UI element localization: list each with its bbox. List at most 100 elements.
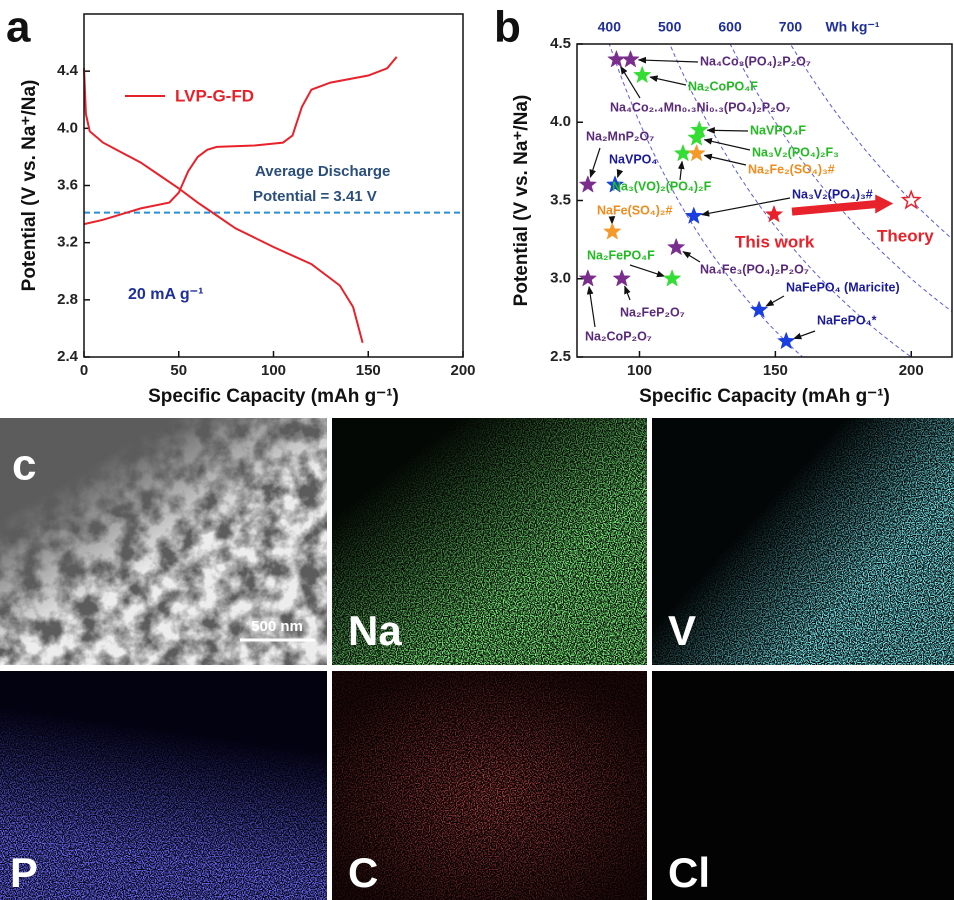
label-arrow xyxy=(637,56,699,64)
x-tick-label: 150 xyxy=(356,362,381,379)
point-label: NaFe(SO₄)₂# xyxy=(597,203,672,217)
y-tick-label: 4.0 xyxy=(57,119,78,136)
data-line xyxy=(83,68,364,343)
label-arrow xyxy=(765,295,785,307)
plot-frame xyxy=(576,43,953,358)
y-axis-title: Potential (V vs. Na⁺/Na) xyxy=(19,80,40,292)
map-label: V xyxy=(668,607,696,654)
label-arrow xyxy=(629,264,666,278)
data-point xyxy=(900,189,922,210)
point-label: NaVPO₄F xyxy=(750,123,806,137)
point-label: Na₂FePO₄F xyxy=(587,248,655,262)
eds-map xyxy=(652,418,954,665)
eds-map xyxy=(332,418,647,665)
y-tick-label: 4.4 xyxy=(57,62,79,79)
x-tick-label: 200 xyxy=(450,362,475,379)
data-point xyxy=(666,237,686,256)
energy-line xyxy=(669,44,913,357)
data-point xyxy=(578,175,598,193)
label-arrow xyxy=(700,197,791,217)
data-point xyxy=(684,206,704,224)
point-label: Na₄Co₂.₄Mn₀.₃Ni₀.₃(PO₄)₂P₂O₇ xyxy=(610,100,790,114)
data-point xyxy=(662,269,682,287)
map-label: P xyxy=(10,849,38,896)
x-axis-title: Specific Capacity (mAh g⁻¹) xyxy=(639,386,890,407)
y-tick-label: 3.0 xyxy=(550,270,571,287)
data-line xyxy=(83,56,398,226)
point-label: NaFePO₄ (Maricite) xyxy=(786,280,900,294)
x-tick-label: 0 xyxy=(80,362,88,379)
energy-label: 400 xyxy=(598,19,622,35)
x-tick-label: 100 xyxy=(627,362,652,379)
label-arrow xyxy=(616,169,624,179)
point-label: Na₂Fe₂(SO₄)₃# xyxy=(748,162,835,176)
map-label: Na xyxy=(348,607,402,654)
y-tick-label: 3.6 xyxy=(57,176,78,193)
map-label: C xyxy=(348,849,378,896)
point-label: Na₂FeP₂O₇ xyxy=(620,305,685,319)
y-tick-label: 2.8 xyxy=(57,291,78,308)
y-axis-title: Potential (V vs. Na⁺/Na) xyxy=(511,95,532,307)
label-arrow xyxy=(586,285,596,328)
energy-line xyxy=(789,44,952,240)
label-arrow xyxy=(706,127,749,134)
label-arrow xyxy=(649,75,687,86)
label-arrow xyxy=(703,153,747,166)
data-point xyxy=(687,143,706,162)
label-arrow xyxy=(703,138,751,151)
data-point xyxy=(777,331,796,350)
point-label: Na₃V₂(PO₄)₂F₃ xyxy=(752,145,839,159)
point-label: This work xyxy=(735,232,815,251)
y-tick-label: 3.2 xyxy=(57,234,78,251)
data-point xyxy=(749,300,769,318)
energy-lines xyxy=(608,44,952,357)
data-point xyxy=(764,204,784,223)
y-tick-label: 4.5 xyxy=(550,35,571,52)
eds-map xyxy=(652,671,954,900)
data-point xyxy=(612,269,632,287)
scale-bar-label: 500 nm xyxy=(251,618,303,635)
eds-map xyxy=(332,671,647,900)
energy-line xyxy=(608,44,804,357)
data-point xyxy=(607,49,626,68)
map-label: Cl xyxy=(668,849,710,896)
point-label: Na₂CoPO₄F xyxy=(688,79,758,93)
energy-label: 600 xyxy=(718,19,742,35)
y-tick-label: 3.5 xyxy=(550,191,571,208)
x-tick-label: 50 xyxy=(170,362,187,379)
y-tick-label: 2.5 xyxy=(550,348,571,365)
data-point xyxy=(690,120,709,138)
x-tick-label: 200 xyxy=(899,362,924,379)
sem-image xyxy=(0,418,327,665)
plot-frame xyxy=(83,13,464,358)
panel-label: b xyxy=(494,3,521,52)
energy-line xyxy=(729,44,952,312)
trend-arrow xyxy=(791,200,878,216)
x-axis-title: Specific Capacity (mAh g⁻¹) xyxy=(148,386,399,407)
x-tick-label: 100 xyxy=(261,362,286,379)
data-point xyxy=(687,128,706,146)
x-tick-label: 150 xyxy=(763,362,788,379)
energy-label: 700 xyxy=(779,19,803,35)
point-label: Na₄Fe₃(PO₄)₂P₂O₇ xyxy=(700,262,809,276)
point-label: Na₂CoP₂O₇ xyxy=(585,329,652,343)
data-point xyxy=(603,222,622,240)
point-label: NaVPO₄ xyxy=(609,152,657,166)
annotation: Average Discharge xyxy=(255,163,390,180)
annotation: Potential = 3.41 V xyxy=(253,188,377,205)
point-label: NaFePO₄* xyxy=(817,313,877,327)
point-label: Na₄Co₃(PO₄)₂P₂O₇ xyxy=(700,54,811,68)
point-label: Theory xyxy=(877,226,934,245)
point-label: Na₃V₂(PO₄)₃# xyxy=(792,187,873,201)
annotation: 20 mA g⁻¹ xyxy=(128,286,203,303)
data-point xyxy=(633,65,652,84)
label-arrow xyxy=(682,251,701,263)
label-arrow xyxy=(589,147,601,179)
energy-label: 500 xyxy=(658,19,682,35)
trend-arrow-head xyxy=(875,194,894,214)
legend-label: LVP-G-FD xyxy=(175,86,254,105)
y-tick-label: 2.4 xyxy=(57,348,79,365)
label-arrow xyxy=(620,65,641,99)
energy-unit: Wh kg⁻¹ xyxy=(825,19,879,35)
